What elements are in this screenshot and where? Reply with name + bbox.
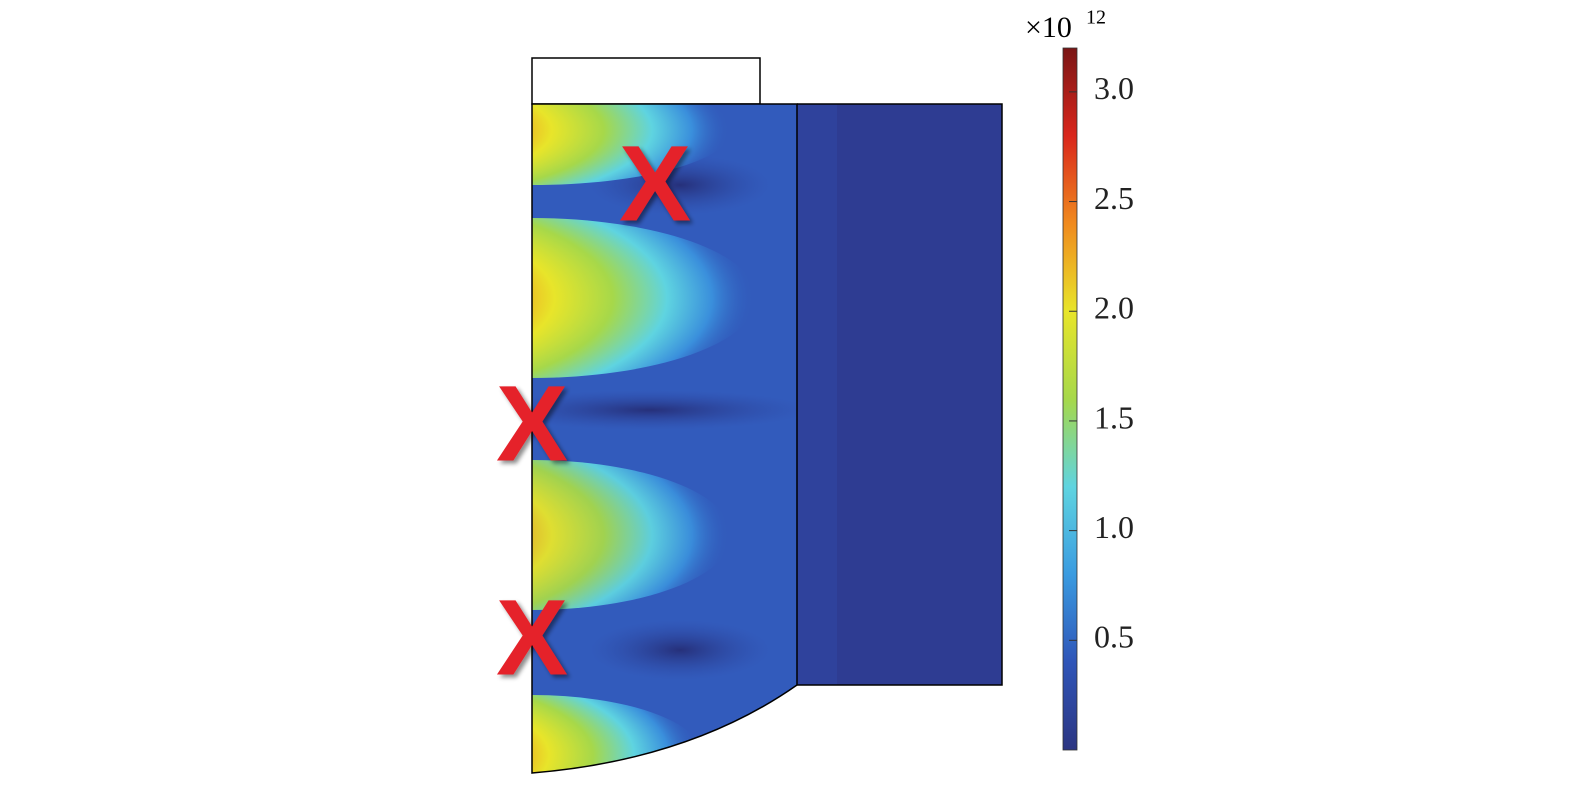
colorbar bbox=[1062, 47, 1078, 751]
colorbar-ticks: 0.5 1.0 1.5 2.0 2.5 3.0 bbox=[1069, 70, 1134, 655]
right-domain-border bbox=[797, 103, 1003, 686]
right-domain-shade bbox=[797, 104, 837, 685]
tick-label: 0.5 bbox=[1094, 619, 1134, 655]
tick-label: 2.5 bbox=[1094, 180, 1134, 216]
tick-label: 3.0 bbox=[1094, 70, 1134, 106]
annotations: XXX bbox=[496, 123, 691, 698]
tick-label: 1.5 bbox=[1094, 399, 1134, 435]
top-domain bbox=[531, 57, 761, 105]
annotation-cross: X bbox=[496, 363, 568, 484]
tick-label: 1.0 bbox=[1094, 509, 1134, 545]
tick-label: 2.0 bbox=[1094, 290, 1134, 326]
scale-exponent: 12 bbox=[1086, 7, 1106, 29]
scale-label: ×10 bbox=[1025, 11, 1072, 44]
left-domain bbox=[532, 104, 797, 773]
annotation-cross: X bbox=[496, 577, 568, 698]
annotation-cross: X bbox=[619, 123, 691, 244]
left-domain-border bbox=[531, 103, 798, 774]
